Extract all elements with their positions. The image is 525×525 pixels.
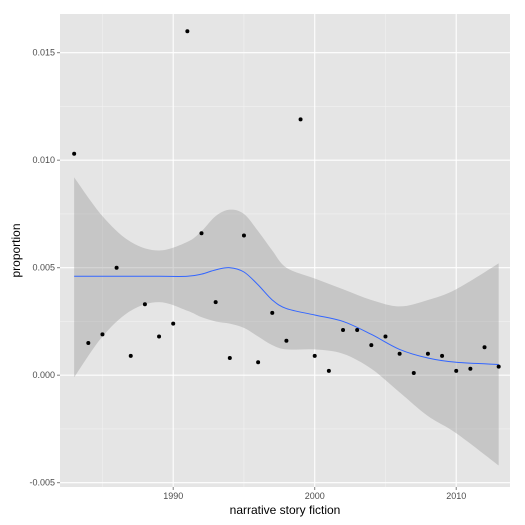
y-tick-label: 0.010 — [32, 155, 55, 165]
y-tick-label: -0.005 — [29, 478, 55, 488]
data-point — [397, 351, 402, 356]
plot-panel — [60, 14, 510, 487]
data-point — [241, 233, 246, 238]
data-points — [72, 29, 501, 376]
y-axis-ticks: -0.005 0.000 0.005 0.010 0.015 — [29, 48, 60, 488]
data-point — [312, 353, 317, 358]
y-tick-label: 0.015 — [32, 48, 55, 58]
major-gridlines — [60, 14, 510, 487]
data-point — [440, 353, 445, 358]
data-point — [86, 340, 91, 345]
x-axis-ticks: 1990 2000 2010 — [163, 487, 466, 501]
data-point — [185, 29, 190, 34]
data-point — [227, 356, 232, 360]
data-point — [284, 338, 289, 343]
x-tick-label: 2000 — [305, 491, 325, 501]
data-point — [496, 364, 501, 369]
data-point — [142, 302, 147, 307]
data-point — [326, 368, 331, 373]
x-tick-label: 1990 — [163, 491, 183, 501]
data-point — [128, 353, 133, 358]
data-point — [256, 360, 261, 365]
y-tick-label: 0.005 — [32, 263, 55, 273]
data-point — [171, 321, 176, 326]
smooth-trend-line — [74, 267, 499, 365]
data-point — [425, 351, 430, 356]
data-point — [369, 343, 374, 348]
data-point — [157, 334, 162, 339]
data-point — [213, 300, 218, 305]
data-point — [341, 328, 346, 333]
data-point — [114, 265, 119, 270]
y-tick-label: 0.000 — [32, 370, 55, 380]
confidence-ribbon — [74, 177, 499, 466]
data-point — [454, 368, 459, 373]
data-point — [482, 345, 487, 350]
minor-gridlines — [60, 14, 510, 487]
data-point — [199, 231, 204, 236]
data-point — [383, 334, 388, 339]
data-point — [355, 328, 360, 333]
data-point — [270, 310, 275, 315]
data-point — [298, 117, 303, 122]
x-tick-label: 2010 — [446, 491, 466, 501]
data-point — [468, 366, 473, 371]
y-axis-title: proportion — [9, 223, 23, 277]
x-axis-title: narrative story fiction — [230, 503, 341, 517]
data-point — [411, 371, 416, 376]
data-point — [72, 151, 77, 156]
data-point — [100, 332, 105, 337]
